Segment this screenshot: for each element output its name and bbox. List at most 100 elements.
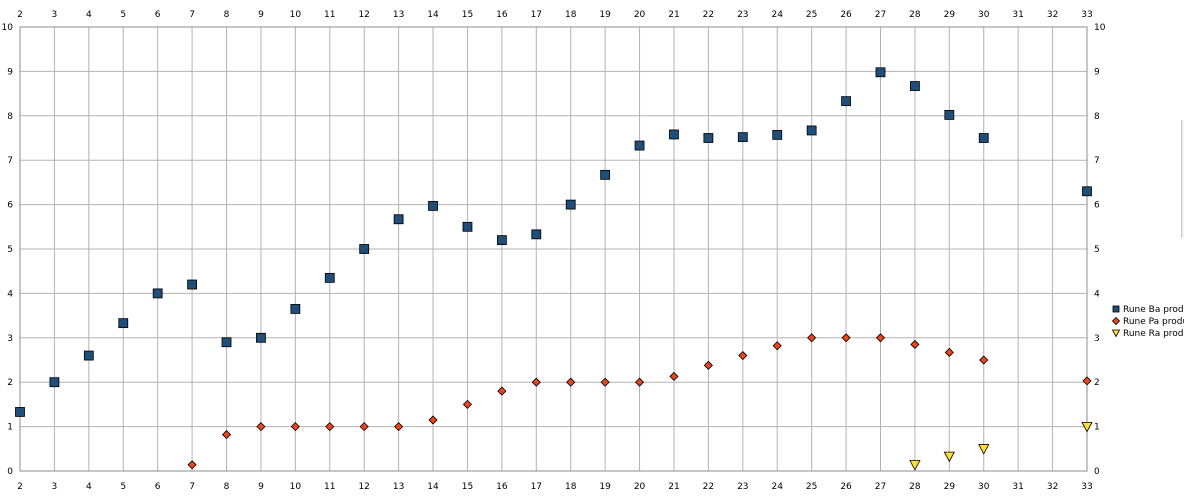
x-tick-label-top: 29 xyxy=(944,10,956,20)
data-point-series-1 xyxy=(841,96,851,107)
data-point-series-2 xyxy=(394,422,404,432)
data-point-series-1 xyxy=(221,337,232,348)
x-tick-label-bottom: 25 xyxy=(806,482,817,492)
x-tick-label-top: 16 xyxy=(496,10,508,20)
y-tick-label-left: 9 xyxy=(7,67,13,77)
x-tick-label-top: 18 xyxy=(565,10,577,20)
x-tick-label-top: 25 xyxy=(806,10,817,20)
x-tick-label-bottom: 20 xyxy=(634,482,646,492)
x-tick-label-top: 7 xyxy=(189,10,195,20)
x-tick-label-bottom: 26 xyxy=(840,482,852,492)
x-tick-label-bottom: 12 xyxy=(358,482,369,492)
data-point-series-2 xyxy=(1082,376,1092,386)
x-tick-label-top: 31 xyxy=(1012,10,1023,20)
x-tick-label-bottom: 18 xyxy=(565,482,577,492)
data-point-series-2 xyxy=(807,333,817,343)
x-tick-label-bottom: 17 xyxy=(531,482,542,492)
y-tick-label-left: 4 xyxy=(7,289,13,299)
data-point-series-2 xyxy=(634,377,645,387)
x-tick-label-bottom: 30 xyxy=(978,482,990,492)
x-tick-label-top: 11 xyxy=(324,10,335,20)
legend-marker-2 xyxy=(1111,316,1121,326)
data-point-series-2 xyxy=(979,355,989,365)
x-tick-label-bottom: 5 xyxy=(120,482,126,492)
window-edge-handle[interactable] xyxy=(1181,120,1184,238)
y-tick-label-right: 8 xyxy=(1094,112,1100,122)
y-tick-label-left: 0 xyxy=(7,467,13,477)
x-tick-label-bottom: 24 xyxy=(771,482,783,492)
data-point-series-1 xyxy=(669,129,679,140)
x-tick-label-bottom: 13 xyxy=(393,482,404,492)
x-tick-label-top: 4 xyxy=(86,10,92,20)
legend-marker-1 xyxy=(1112,305,1120,313)
x-tick-label-bottom: 27 xyxy=(875,482,886,492)
x-tick-label-top: 17 xyxy=(531,10,542,20)
data-point-series-1 xyxy=(978,133,989,143)
x-tick-label-top: 12 xyxy=(358,10,369,20)
data-point-series-1 xyxy=(152,288,163,299)
x-tick-label-top: 20 xyxy=(634,10,646,20)
data-point-series-1 xyxy=(772,129,783,140)
x-tick-label-top: 33 xyxy=(1081,10,1092,20)
data-point-series-1 xyxy=(290,304,301,314)
x-tick-label-bottom: 32 xyxy=(1047,482,1058,492)
data-point-series-1 xyxy=(49,377,60,388)
y-tick-label-right: 0 xyxy=(1094,467,1100,477)
x-tick-label-top: 26 xyxy=(840,10,852,20)
data-point-series-2 xyxy=(772,341,782,351)
x-tick-label-bottom: 9 xyxy=(258,482,264,492)
x-tick-label-bottom: 28 xyxy=(909,482,921,492)
data-point-series-2 xyxy=(187,460,197,470)
data-point-series-2 xyxy=(359,422,369,432)
data-point-series-1 xyxy=(703,133,714,143)
data-point-series-1 xyxy=(83,350,94,361)
x-tick-label-bottom: 8 xyxy=(224,482,230,492)
data-point-series-1 xyxy=(428,201,438,211)
data-point-series-2 xyxy=(910,339,920,350)
data-point-series-2 xyxy=(841,333,851,343)
x-tick-label-top: 30 xyxy=(978,10,990,20)
data-point-series-1 xyxy=(462,221,473,232)
data-point-series-2 xyxy=(600,377,610,387)
y-tick-label-right: 9 xyxy=(1094,67,1100,77)
y-tick-label-right: 7 xyxy=(1094,156,1100,166)
data-point-series-1 xyxy=(634,140,645,151)
x-tick-label-top: 8 xyxy=(224,10,230,20)
y-tick-label-left: 3 xyxy=(7,334,13,344)
x-tick-label-bottom: 10 xyxy=(290,482,302,492)
x-tick-label-top: 9 xyxy=(258,10,264,20)
data-point-series-1 xyxy=(531,229,542,240)
x-tick-label-top: 21 xyxy=(668,10,679,20)
data-point-series-3 xyxy=(1081,421,1093,433)
x-tick-label-bottom: 31 xyxy=(1012,482,1023,492)
plot-frame xyxy=(19,26,1088,472)
x-tick-label-bottom: 22 xyxy=(703,482,714,492)
data-point-series-2 xyxy=(290,422,300,432)
legend-label-1: Rune Ba produ xyxy=(1123,305,1184,315)
x-tick-label-bottom: 7 xyxy=(189,482,195,492)
y-tick-label-left: 8 xyxy=(7,112,13,122)
x-tick-label-bottom: 11 xyxy=(324,482,335,492)
axis-ticks: 2233445566778899101011111212131314141515… xyxy=(2,10,1106,492)
x-tick-label-bottom: 2 xyxy=(17,482,23,492)
data-point-series-1 xyxy=(496,235,507,246)
data-point-series-1 xyxy=(15,407,25,417)
x-tick-label-bottom: 29 xyxy=(944,482,956,492)
x-tick-label-top: 10 xyxy=(290,10,302,20)
legend-label-3: Rune Ra produ xyxy=(1123,329,1184,339)
data-point-series-1 xyxy=(737,132,748,143)
data-point-series-1 xyxy=(565,199,576,210)
y-tick-label-left: 10 xyxy=(2,23,14,33)
x-tick-label-top: 6 xyxy=(155,10,161,20)
data-point-series-1 xyxy=(359,244,370,254)
x-tick-label-bottom: 23 xyxy=(737,482,748,492)
y-tick-label-right: 10 xyxy=(1094,23,1106,33)
x-tick-label-top: 3 xyxy=(52,10,58,20)
y-tick-label-right: 1 xyxy=(1094,423,1100,433)
data-point-series-1 xyxy=(256,332,266,343)
data-point-series-1 xyxy=(1082,186,1092,197)
data-point-series-2 xyxy=(325,422,335,432)
data-point-series-2 xyxy=(875,333,886,343)
y-tick-label-right: 6 xyxy=(1094,201,1100,211)
